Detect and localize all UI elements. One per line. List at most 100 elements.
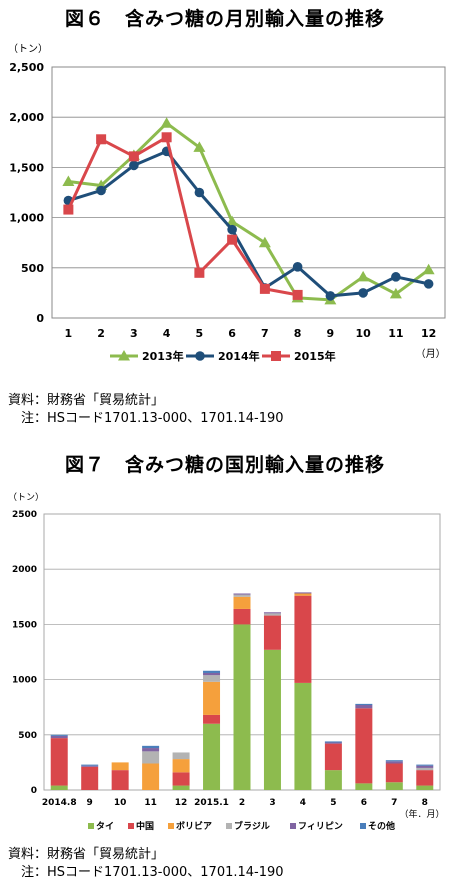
- bar-segment: [355, 704, 373, 709]
- x-tick-label: 3: [130, 327, 138, 340]
- data-point: [227, 234, 238, 245]
- bar-segment: [294, 595, 312, 683]
- y-tick-label: 2,500: [9, 61, 44, 74]
- bar-segment: [111, 770, 129, 790]
- legend-swatch: [88, 823, 94, 829]
- x-tick-label: 9: [327, 327, 335, 340]
- x-tick-label: 8: [294, 327, 302, 340]
- bar-segment: [233, 593, 251, 595]
- bar-segment: [324, 743, 342, 771]
- figure6-source: 資料：財務省「貿易統計」: [8, 393, 165, 408]
- bar-segment: [416, 770, 434, 786]
- x-tick-label: 2: [239, 798, 245, 808]
- bar-segment: [50, 734, 68, 736]
- y-tick-label: 0: [31, 786, 37, 796]
- figure6-note: 注：HSコード1701.13-000、1701.14-190: [8, 411, 284, 426]
- bar-segment: [263, 649, 281, 790]
- legend-label: ボリビア: [176, 820, 212, 832]
- x-tick-label: 4: [300, 798, 306, 808]
- bar-segment: [416, 785, 434, 790]
- bar-segment: [385, 761, 403, 764]
- x-unit-label: （月）: [416, 348, 446, 360]
- bar-segment: [233, 608, 251, 625]
- x-tick-label: 11: [388, 327, 403, 340]
- bar-segment: [172, 759, 190, 773]
- data-point: [161, 132, 172, 143]
- legend-marker: [271, 351, 281, 361]
- bar-segment: [203, 681, 221, 715]
- data-point: [160, 117, 173, 128]
- y-tick-label: 0: [36, 312, 44, 325]
- bar-segment: [294, 592, 312, 594]
- bar-segment: [81, 766, 99, 790]
- bar-segment: [50, 735, 68, 739]
- bar-segment: [50, 785, 68, 790]
- data-point: [357, 270, 370, 282]
- x-tick-label: 12: [421, 327, 436, 340]
- bar-segment: [263, 615, 281, 650]
- legend-swatch: [128, 823, 134, 829]
- bar-segment: [203, 672, 221, 676]
- data-point: [194, 267, 205, 278]
- data-point: [63, 204, 74, 215]
- bar-segment: [416, 764, 434, 766]
- bar-segment: [355, 708, 373, 784]
- bar-segment: [50, 738, 68, 786]
- data-point: [226, 215, 239, 227]
- legend-label: その他: [368, 820, 395, 832]
- bar-segment: [233, 596, 251, 609]
- bar-segment: [81, 765, 99, 767]
- bar-segment: [385, 763, 403, 783]
- data-point: [259, 283, 270, 294]
- data-point: [193, 141, 206, 152]
- x-unit-label: （年．月）: [399, 808, 444, 820]
- bar-segment: [203, 723, 221, 790]
- bar-segment: [416, 765, 434, 768]
- data-point: [422, 263, 435, 275]
- bar-segment: [385, 782, 403, 790]
- legend-label: ブラジル: [234, 820, 270, 832]
- bar-segment: [263, 613, 281, 616]
- bar-segment: [203, 670, 221, 673]
- x-tick-label: 2: [97, 327, 105, 340]
- x-tick-label: 10: [114, 798, 127, 808]
- bar-segment: [324, 741, 342, 743]
- data-point: [389, 287, 402, 299]
- x-tick-label: 11: [144, 798, 157, 808]
- bar-segment: [355, 783, 373, 790]
- y-tick-label: 1500: [12, 620, 37, 630]
- figure7-note: 注：HSコード1701.13-000、1701.14-190: [8, 865, 284, 880]
- x-tick-label: 2014.8: [42, 798, 77, 808]
- bar-segment: [263, 612, 281, 614]
- x-tick-label: 5: [330, 798, 336, 808]
- legend-label: 中国: [136, 820, 154, 832]
- data-point: [128, 151, 139, 162]
- y-unit-label: （トン）: [8, 43, 48, 55]
- bar-segment: [142, 763, 160, 790]
- data-point: [391, 272, 401, 282]
- bar-segment: [172, 785, 190, 790]
- series-line: [67, 149, 429, 298]
- bar-segment: [203, 675, 221, 682]
- data-point: [358, 288, 368, 298]
- y-unit-label: （トン）: [8, 492, 44, 503]
- bar-chart-by-country: 0 500 1000 1500 2000 2500 （トン） 2014.8 9 10 11 12 201…: [8, 492, 445, 832]
- y-tick-label: 1,500: [9, 161, 44, 174]
- legend-swatch: [290, 823, 296, 829]
- data-point: [325, 291, 336, 301]
- bar-segment: [324, 742, 342, 744]
- data-point: [96, 134, 107, 145]
- bar-segment: [142, 745, 160, 749]
- legend-swatch: [360, 823, 366, 829]
- x-tick-label: 12: [175, 798, 188, 808]
- bar-segment: [416, 767, 434, 771]
- x-tick-label: 9: [87, 798, 93, 808]
- legend-label: 2014年: [218, 349, 260, 363]
- bar-segment: [294, 682, 312, 790]
- x-tick-label: 7: [261, 327, 269, 340]
- bar-segment: [172, 772, 190, 786]
- x-tick-label: 6: [228, 327, 236, 340]
- data-point: [62, 175, 75, 186]
- y-tick-label: 500: [18, 731, 37, 741]
- legend-label: タイ: [96, 820, 114, 832]
